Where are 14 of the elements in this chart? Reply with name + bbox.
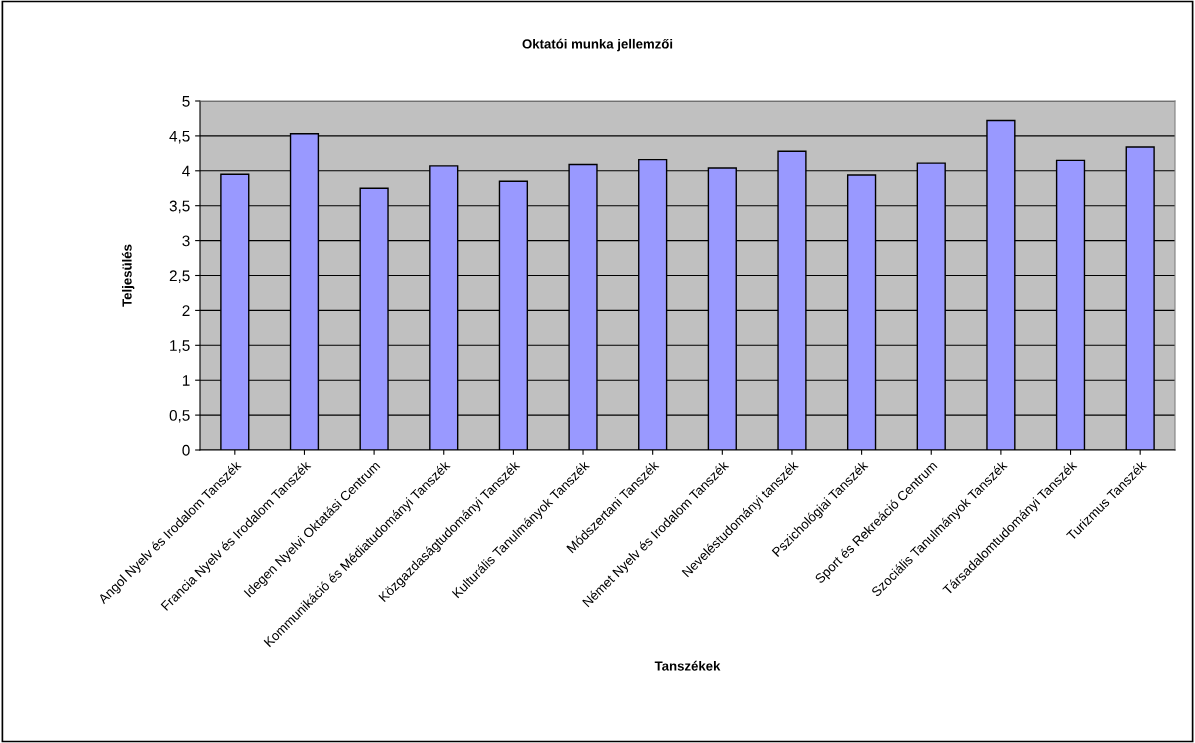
chart-title: Oktatói munka jellemzői xyxy=(522,38,673,52)
y-tick-label: 0,5 xyxy=(169,409,190,423)
y-tick-label: 1 xyxy=(182,375,190,386)
y-tick-label: 4,5 xyxy=(169,130,190,144)
y-axis-title: Teljesülés xyxy=(121,244,135,307)
y-tick-label: 1,5 xyxy=(170,340,190,353)
y-tick-label: 3,5 xyxy=(169,200,190,214)
x-axis-title: Tanszékek xyxy=(654,660,721,671)
y-tick-label: 4 xyxy=(182,165,190,177)
y-tick-label: 0 xyxy=(182,444,190,456)
y-tick-label: 5 xyxy=(182,96,190,107)
y-tick-label: 2 xyxy=(182,305,190,316)
y-tick-label: 2,5 xyxy=(169,270,190,283)
y-tick-label: 3 xyxy=(182,235,190,247)
